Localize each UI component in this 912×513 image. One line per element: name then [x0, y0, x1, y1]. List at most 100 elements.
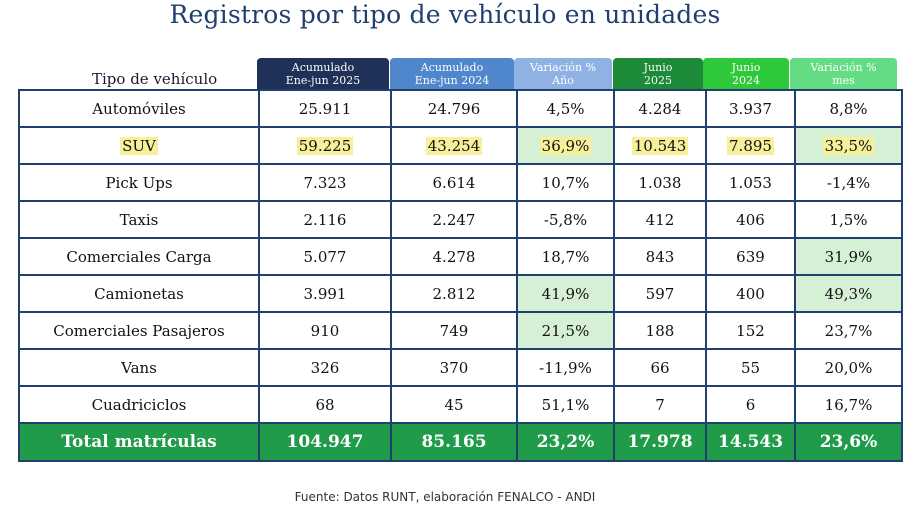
- cell-value: 21,5%: [541, 321, 590, 340]
- table-row: Comerciales Pasajeros 910 749 21,5% 188 152 23…: [18, 311, 903, 350]
- cell-value: 23,7%: [824, 321, 873, 340]
- cell-value: 41,9%: [541, 284, 590, 303]
- cell-value: 10.543: [631, 136, 689, 155]
- table-cell: 400: [705, 274, 796, 313]
- row-label: Camionetas: [94, 284, 184, 303]
- column-header-line1: Junio: [731, 61, 761, 74]
- table-cell: 24.796: [390, 89, 518, 128]
- table-cell: 2.812: [390, 274, 518, 313]
- table-cell: 49,3%: [794, 274, 903, 313]
- table-cell: 59.225: [258, 126, 392, 165]
- table-cell: 21,5%: [516, 311, 615, 350]
- row-label: Automóviles: [92, 99, 186, 118]
- row-label-cell: Comerciales Carga: [18, 237, 260, 276]
- row-label: Comerciales Carga: [66, 247, 212, 266]
- cell-value: 400: [736, 284, 765, 303]
- cell-value: -1,4%: [826, 173, 871, 192]
- cell-value: 7: [655, 395, 665, 414]
- cell-value: 6: [745, 395, 756, 414]
- total-value: 14.543: [705, 422, 796, 462]
- table-cell: 41,9%: [516, 274, 615, 313]
- total-label: Total matrículas: [18, 422, 260, 462]
- row-label-cell: Taxis: [18, 200, 260, 239]
- table-cell: 1,5%: [794, 200, 903, 239]
- total-value: 104.947: [258, 422, 392, 462]
- column-header-line1: Acumulado: [420, 61, 484, 74]
- column-header-5: Junio 2024: [703, 58, 789, 90]
- column-header-3: Variación % Año: [514, 58, 612, 90]
- table-cell: -1,4%: [794, 163, 903, 202]
- row-label: SUV: [120, 136, 158, 155]
- total-value: 23,6%: [794, 422, 903, 462]
- table-cell: 16,7%: [794, 385, 903, 424]
- data-table: Automóviles 25.911 24.796 4,5% 4.284 3.937 8,8…: [18, 89, 903, 462]
- cell-value: 1.053: [729, 173, 772, 192]
- column-header-line2: mes: [832, 74, 855, 87]
- column-header-line2: Año: [552, 74, 574, 87]
- table-row: Cuadriciclos 68 45 51,1% 7 6 16,7%: [18, 385, 903, 424]
- cell-value: 43.254: [425, 136, 483, 155]
- column-header-line1: Variación %: [529, 61, 597, 74]
- cell-value: 1.038: [638, 173, 682, 192]
- cell-value: 3.991: [303, 284, 347, 303]
- table-cell: 31,9%: [794, 237, 903, 276]
- table-cell: 51,1%: [516, 385, 615, 424]
- page-title: Registros por tipo de vehículo en unidad…: [169, 0, 721, 29]
- column-header-line2: Ene-jun 2025: [285, 74, 361, 87]
- table-cell: 639: [705, 237, 796, 276]
- cell-value: 49,3%: [824, 284, 873, 303]
- table-cell: 5.077: [258, 237, 392, 276]
- cell-value: 8,8%: [829, 99, 868, 118]
- table-row: Camionetas 3.991 2.812 41,9% 597 400 49,3%: [18, 274, 903, 313]
- row-label: Vans: [121, 358, 157, 377]
- total-row: Total matrículas 104.947 85.165 23,2% 17.978…: [18, 422, 903, 462]
- table-cell: 33,5%: [794, 126, 903, 165]
- table-cell: 68: [258, 385, 392, 424]
- cell-value: 7.323: [303, 173, 347, 192]
- table-cell: 4.278: [390, 237, 518, 276]
- table-cell: 66: [613, 348, 707, 387]
- cell-value: 4,5%: [546, 99, 585, 118]
- cell-value: 597: [645, 284, 675, 303]
- table-cell: 1.053: [705, 163, 796, 202]
- table-cell: 910: [258, 311, 392, 350]
- column-header-line2: 2024: [732, 74, 760, 87]
- table-cell: 45: [390, 385, 518, 424]
- total-value: 85.165: [390, 422, 518, 462]
- row-label-cell: Cuadriciclos: [18, 385, 260, 424]
- row-label: Taxis: [119, 210, 159, 229]
- cell-value: 18,7%: [541, 247, 590, 266]
- column-header-line1: Variación %: [810, 61, 877, 74]
- cell-value: 45: [444, 395, 464, 414]
- cell-value: 33,5%: [822, 136, 875, 155]
- cell-value: 412: [645, 210, 675, 229]
- table-cell: 10,7%: [516, 163, 615, 202]
- cell-value: 7.895: [727, 136, 774, 155]
- table-cell: 843: [613, 237, 707, 276]
- cell-value: 3.937: [729, 99, 772, 118]
- table-cell: 370: [390, 348, 518, 387]
- table-cell: 18,7%: [516, 237, 615, 276]
- row-label: Cuadriciclos: [91, 395, 187, 414]
- cell-value: 749: [439, 321, 469, 340]
- cell-value: 910: [310, 321, 340, 340]
- cell-value: 5.077: [303, 247, 347, 266]
- cell-value: 4.284: [638, 99, 682, 118]
- table-cell: -11,9%: [516, 348, 615, 387]
- column-header-line1: Junio: [643, 61, 673, 74]
- table-row: Taxis 2.116 2.247 -5,8% 412 406 1,5%: [18, 200, 903, 239]
- table-cell: 10.543: [613, 126, 707, 165]
- cell-value: 68: [315, 395, 335, 414]
- row-label-cell: Pick Ups: [18, 163, 260, 202]
- cell-value: 31,9%: [824, 247, 873, 266]
- cell-value: 2.247: [432, 210, 476, 229]
- cell-value: 55: [740, 358, 761, 377]
- table-row: Comerciales Carga 5.077 4.278 18,7% 843 639 31…: [18, 237, 903, 276]
- cell-value: 59.225: [296, 136, 354, 155]
- cell-value: 639: [736, 247, 765, 266]
- table-row: Automóviles 25.911 24.796 4,5% 4.284 3.937 8,8…: [18, 89, 903, 128]
- cell-value: -5,8%: [543, 210, 588, 229]
- cell-value: 36,9%: [539, 136, 592, 155]
- cell-value: 16,7%: [824, 395, 873, 414]
- cell-value: 24.796: [427, 99, 481, 118]
